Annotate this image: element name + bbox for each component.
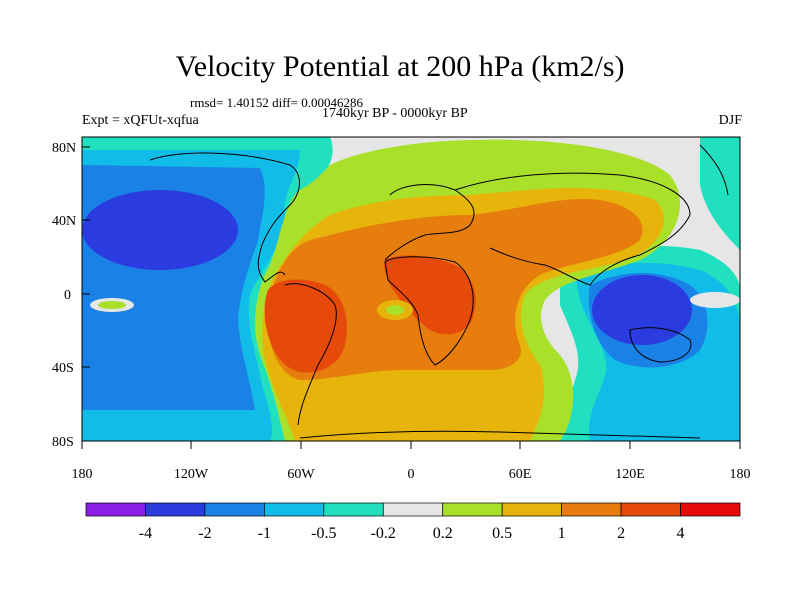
europe-outline (384, 184, 475, 261)
antarctica-outline (299, 430, 701, 439)
lat-axis: 80N 40N 0 40S 80S (52, 141, 90, 450)
contour-small-positive (98, 301, 126, 309)
colorbar-swatch (382, 502, 444, 517)
lat-tick-label: 40S (52, 361, 74, 376)
colorbar-label: 1 (558, 525, 566, 542)
colorbar-label: -0.2 (371, 525, 396, 542)
contour-pos-2-africa (384, 255, 476, 335)
lon-tick-label: 120E (615, 467, 645, 482)
contour-neutral-east (690, 292, 740, 308)
colorbar-label: -4 (139, 525, 152, 542)
colorbar-label: -2 (198, 525, 211, 542)
colorbar-swatch (561, 502, 622, 517)
colorbar-swatch (323, 502, 384, 517)
map-title: Velocity Potential at 200 hPa (km2/s) (175, 50, 625, 83)
colorbar-label: 0.5 (492, 525, 512, 542)
colorbar-swatch (442, 502, 503, 517)
lon-axis: 180 120W 60W 0 60E 120E 180 (72, 441, 751, 482)
season-label: DJF (718, 113, 742, 128)
south-america-outline (284, 283, 337, 426)
colorbar-label: -1 (258, 525, 271, 542)
north-america-outline (149, 152, 300, 283)
colorbar-swatch (204, 502, 265, 517)
colorbar-swatch (145, 502, 206, 517)
lon-tick-label: 60E (509, 467, 532, 482)
lon-tick-label: 120W (174, 467, 209, 482)
colorbar-swatch (680, 502, 741, 517)
colorbar-swatch (620, 502, 681, 517)
colorbar-label: 0.2 (433, 525, 453, 542)
australia-outline (629, 327, 692, 363)
asia-outline (454, 172, 691, 286)
contour-field (82, 137, 740, 441)
colorbar-label: 2 (617, 525, 625, 542)
colorbar-swatch (85, 502, 146, 517)
colorbar-label: 4 (677, 525, 685, 542)
lon-tick-label: 0 (408, 467, 415, 482)
contour-neg-2-pacific-north (82, 190, 238, 270)
colorbar: -4 -2 -1 -0.5 -0.2 0.2 0.5 1 2 4 (85, 502, 741, 542)
lat-tick-label: 80S (52, 435, 74, 450)
lat-tick-label: 80N (52, 141, 76, 156)
lon-tick-label: 60W (287, 467, 315, 482)
contour-neg-02-northeast (700, 137, 740, 250)
lat-tick-label: 40N (52, 214, 76, 229)
lon-tick-label: 180 (730, 467, 751, 482)
contour-neg-2-maritime (592, 275, 692, 345)
period-text: 1740kyr BP - 0000kyr BP (322, 106, 468, 121)
colorbar-swatch (501, 502, 562, 517)
experiment-label: Expt = xQFUt-xqfua (82, 113, 199, 128)
africa-outline (384, 256, 474, 366)
stats-text: rmsd= 1.40152 diff= 0.00046286 (190, 95, 363, 110)
lon-tick-label: 180 (72, 467, 93, 482)
lat-tick-label: 0 (64, 288, 71, 303)
colorbar-swatch (264, 502, 325, 517)
colorbar-label: -0.5 (311, 525, 336, 542)
east-asia-outline (699, 144, 729, 196)
contour-pos-02-inner (386, 305, 404, 315)
coastlines (149, 144, 729, 439)
